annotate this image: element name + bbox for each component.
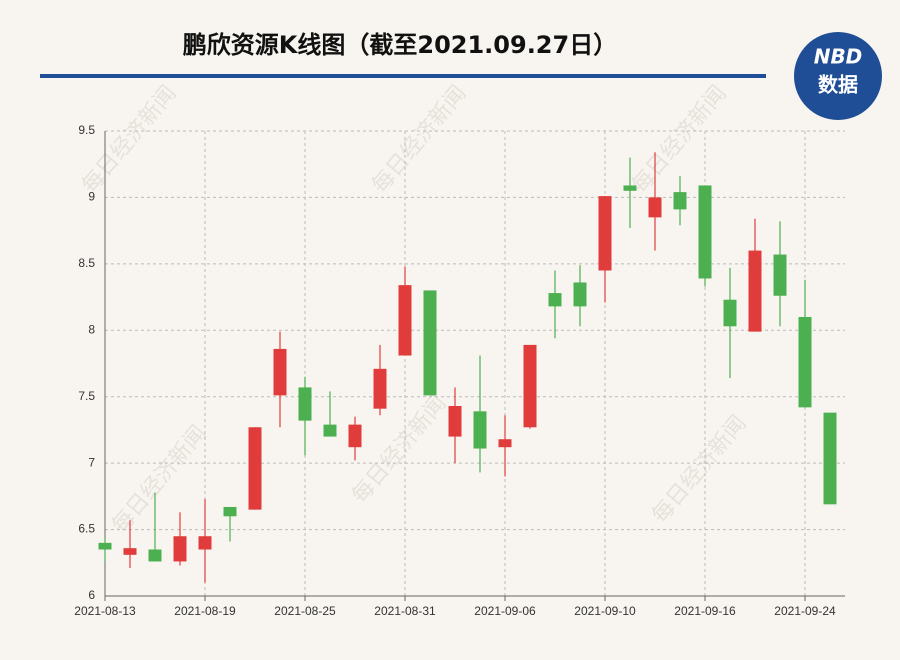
candle-body bbox=[823, 412, 837, 505]
watermark: 每日经济新闻 bbox=[648, 411, 752, 528]
candle-body bbox=[173, 536, 187, 562]
candle-body bbox=[673, 192, 687, 210]
title-rule bbox=[40, 74, 766, 78]
candle-body bbox=[198, 536, 212, 550]
candle-body bbox=[473, 411, 487, 449]
x-tick-label: 2021-09-10 bbox=[574, 604, 636, 618]
candle-body bbox=[498, 439, 512, 448]
watermark: 每日经济新闻 bbox=[108, 421, 212, 538]
x-tick-label: 2021-08-13 bbox=[74, 604, 136, 618]
watermark: 每日经济新闻 bbox=[348, 391, 452, 508]
watermark: 每日经济新闻 bbox=[368, 81, 472, 198]
candle-body bbox=[248, 427, 262, 510]
chart-title: 鹏欣资源K线图（截至2021.09.27日） bbox=[183, 31, 617, 59]
candle-body bbox=[98, 542, 112, 550]
candle-body bbox=[223, 506, 237, 517]
candle-body bbox=[548, 293, 562, 307]
x-tick-label: 2021-09-06 bbox=[474, 604, 536, 618]
watermark: 每日经济新闻 bbox=[78, 81, 182, 198]
candle-body bbox=[273, 348, 287, 396]
x-tick-label: 2021-08-31 bbox=[374, 604, 436, 618]
x-tick-label: 2021-08-19 bbox=[174, 604, 236, 618]
candle-body bbox=[648, 197, 662, 218]
x-tick-label: 2021-09-16 bbox=[674, 604, 736, 618]
candle-body bbox=[598, 196, 612, 271]
candle-body bbox=[623, 185, 637, 191]
candle-body bbox=[398, 285, 412, 356]
y-tick-label: 9 bbox=[88, 190, 95, 204]
candle-body bbox=[323, 424, 337, 437]
candle-body bbox=[523, 344, 537, 428]
candle-body bbox=[748, 250, 762, 332]
y-tick-label: 8.5 bbox=[78, 256, 95, 270]
x-tick-label: 2021-09-24 bbox=[774, 604, 836, 618]
logo-top: NBD bbox=[814, 45, 863, 69]
y-tick-label: 6.5 bbox=[78, 522, 95, 536]
candle-body bbox=[423, 290, 437, 396]
candle-body bbox=[298, 387, 312, 421]
candle-body bbox=[348, 424, 362, 448]
candle-body bbox=[448, 406, 462, 437]
y-tick-label: 7 bbox=[88, 455, 95, 469]
candle-body bbox=[148, 549, 162, 562]
candle-body bbox=[773, 254, 787, 296]
candle-body bbox=[798, 317, 812, 408]
logo bbox=[794, 32, 882, 120]
candle-body bbox=[123, 548, 137, 555]
logo-bottom: 数据 bbox=[818, 73, 858, 97]
y-tick-label: 7.5 bbox=[78, 389, 95, 403]
y-tick-label: 9.5 bbox=[78, 123, 95, 137]
y-tick-label: 8 bbox=[88, 322, 95, 336]
candle-body bbox=[723, 299, 737, 327]
candle-body bbox=[573, 282, 587, 307]
candle-body bbox=[698, 185, 712, 279]
x-tick-label: 2021-08-25 bbox=[274, 604, 336, 618]
y-tick-label: 6 bbox=[88, 588, 95, 602]
candle-body bbox=[373, 368, 387, 409]
